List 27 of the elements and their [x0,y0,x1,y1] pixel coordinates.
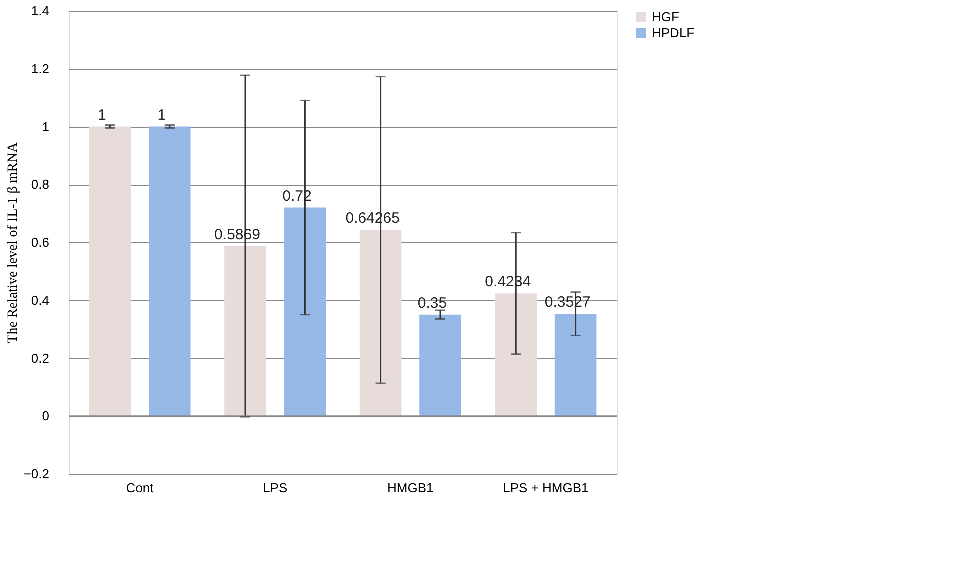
y-tick-label: 0 [42,408,50,424]
data-label: 0.35 [418,294,448,312]
y-tick-label: 0.2 [31,350,50,366]
y-tick-label: 0.4 [31,292,50,308]
x-tick-label: Cont [126,480,154,496]
legend-label: HPDLF [652,26,695,40]
bar [495,294,538,416]
y-axis-title: The Relative level of IL-1 β mRNA [6,142,21,344]
y-tick-label: 1.4 [31,4,50,18]
bar [360,230,402,416]
x-tick-label: LPS [263,480,288,496]
y-tick-label: 1 [42,119,50,134]
x-tick-label: LPS + HMGB1 [503,480,589,496]
bar [554,314,597,416]
y-tick-label: 1.2 [31,61,50,76]
legend-label: HGF [652,10,680,24]
bar [89,126,132,416]
data-label: 1 [98,106,106,124]
bar [148,126,191,416]
bar [284,208,326,416]
x-tick-label: HMGB1 [388,480,434,496]
bar [420,314,462,416]
y-tick-label: 0.8 [31,177,50,192]
bar [224,246,266,416]
data-label: 1 [158,106,166,124]
y-tick-label: 0.6 [31,235,50,250]
y-tick-label: −0.2 [24,466,50,482]
